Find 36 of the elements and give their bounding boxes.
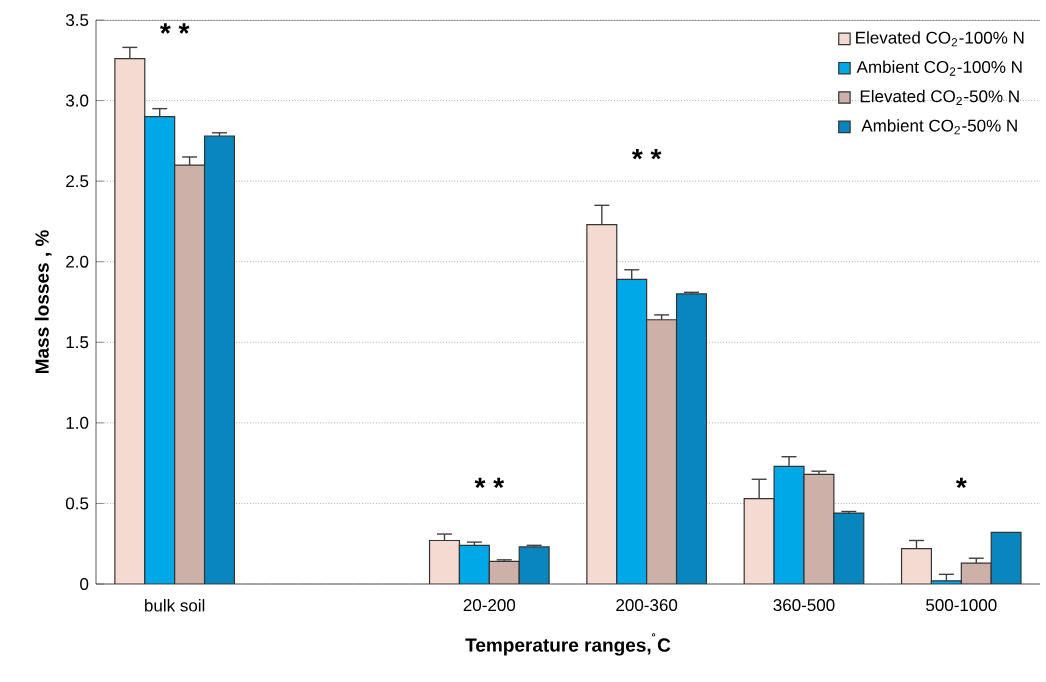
legend-label: Elevated CO$_{2}$-100% N bbox=[856, 31, 1024, 47]
x-tick-label: 500-1000 bbox=[926, 599, 997, 612]
y-tick-label: 1.0 bbox=[66, 416, 89, 429]
y-tick-label: 0 bbox=[80, 578, 89, 591]
y-tick-label: 2.0 bbox=[66, 255, 89, 268]
annotation: * * bbox=[159, 23, 190, 34]
x-tick-label: 200-360 bbox=[616, 599, 678, 612]
bar bbox=[646, 319, 677, 584]
bar bbox=[586, 224, 617, 584]
y-axis-title: Mass losses , % bbox=[34, 230, 52, 374]
bar bbox=[774, 466, 804, 584]
bar bbox=[429, 540, 460, 584]
y-tick-label: 1.5 bbox=[66, 336, 89, 349]
bar bbox=[144, 116, 175, 584]
bar bbox=[803, 474, 834, 584]
y-tick-label: 2.5 bbox=[66, 175, 89, 188]
bar bbox=[114, 58, 145, 584]
bar bbox=[900, 547, 933, 584]
y-tick-label: 3.5 bbox=[65, 14, 89, 27]
bar bbox=[174, 165, 205, 584]
bar bbox=[744, 498, 775, 584]
y-tick-label: 3.0 bbox=[65, 94, 89, 107]
legend-label: Ambient CO$_{2}$-100% N bbox=[856, 60, 1022, 76]
bar bbox=[459, 545, 490, 584]
legend-label: Elevated CO$_{2}$-50% N bbox=[860, 89, 1019, 105]
x-axis-title: Temperature ranges,$^{˚}$C bbox=[465, 633, 671, 656]
annotation: * * bbox=[474, 477, 505, 489]
y-tick-label: 0.5 bbox=[65, 497, 89, 510]
x-tick-label: 360-500 bbox=[773, 599, 835, 612]
x-tick-label: 20-200 bbox=[463, 599, 516, 612]
annotation: * bbox=[955, 477, 967, 489]
bar bbox=[489, 561, 520, 584]
annotation: * * bbox=[631, 148, 662, 160]
x-tick-label: bulk soil bbox=[145, 599, 205, 612]
legend-label: Ambient CO$_{2}$-50% N bbox=[861, 119, 1017, 135]
bar bbox=[616, 279, 647, 584]
